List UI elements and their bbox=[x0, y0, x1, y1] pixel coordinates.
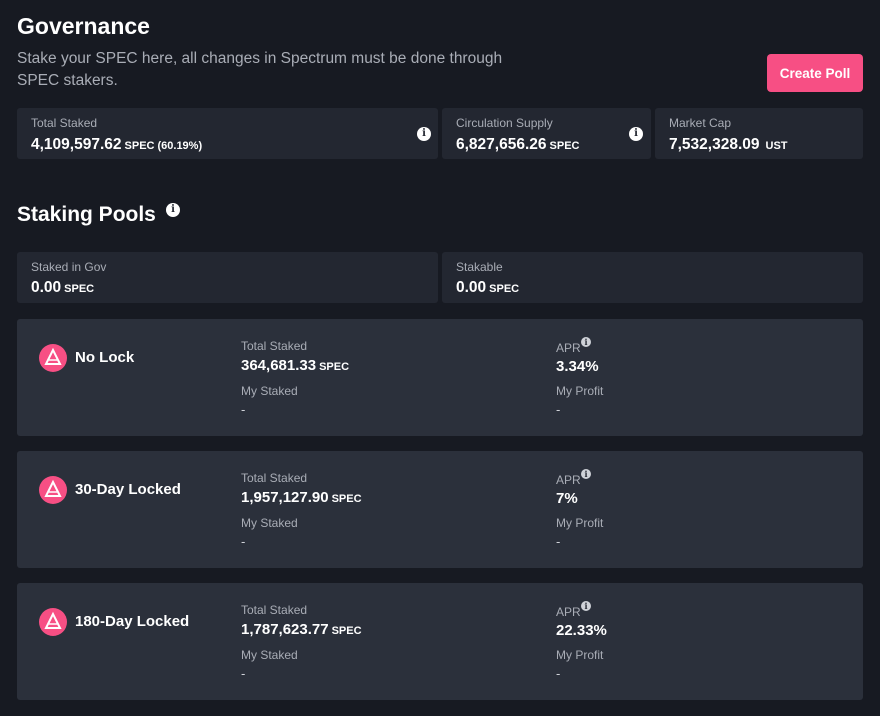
pool-my-profit-label: My Profit bbox=[556, 516, 604, 530]
pool-total-staked-label: Total Staked bbox=[241, 471, 308, 485]
pool-name: 30-Day Locked bbox=[75, 481, 181, 498]
total-staked-amount: 4,109,597.62 bbox=[31, 136, 122, 153]
pool-my-profit-value: - bbox=[556, 402, 561, 417]
page-title: Governance bbox=[17, 13, 150, 39]
spectrum-logo-icon bbox=[39, 608, 67, 636]
pool-total-staked-value: 1,787,623.77 SPEC bbox=[241, 621, 362, 638]
staked-in-gov-card: Staked in Gov 0.00 SPEC bbox=[17, 252, 438, 303]
pool-total-staked-value: 1,957,127.90 SPEC bbox=[241, 489, 362, 506]
pool-apr-label: APR bbox=[556, 341, 581, 355]
pool-total-staked-unit: SPEC bbox=[319, 361, 350, 373]
total-staked-unit: SPEC bbox=[124, 140, 155, 152]
total-staked-label: Total Staked bbox=[31, 116, 98, 130]
stakable-amount: 0.00 bbox=[456, 279, 487, 296]
info-icon[interactable]: i bbox=[417, 127, 431, 141]
pool-my-staked-value: - bbox=[241, 666, 246, 681]
pool-apr-value: 22.33% bbox=[556, 622, 607, 639]
pool-apr-value: 3.34% bbox=[556, 358, 599, 375]
info-icon[interactable]: i bbox=[581, 601, 591, 611]
info-icon[interactable]: i bbox=[581, 337, 591, 347]
pool-total-staked-amount: 364,681.33 bbox=[241, 357, 317, 374]
pool-total-staked-label: Total Staked bbox=[241, 603, 308, 617]
info-icon[interactable]: i bbox=[581, 469, 591, 479]
circulation-supply-unit: SPEC bbox=[549, 140, 580, 152]
pool-my-profit-label: My Profit bbox=[556, 648, 604, 662]
market-cap-label: Market Cap bbox=[669, 116, 732, 130]
pool-name: No Lock bbox=[75, 349, 135, 366]
circulation-supply-amount: 6,827,656.26 bbox=[456, 136, 547, 153]
pool-total-staked-amount: 1,957,127.90 bbox=[241, 489, 329, 506]
pool-my-staked-label: My Staked bbox=[241, 384, 298, 398]
staking-pools-title-text: Staking Pools bbox=[17, 203, 156, 226]
staked-in-gov-unit: SPEC bbox=[64, 283, 95, 295]
spectrum-logo-icon bbox=[39, 476, 67, 504]
market-cap-card: Market Cap 7,532,328.09 UST bbox=[655, 108, 863, 159]
circulation-supply-card: Circulation Supply 6,827,656.26 SPEC i bbox=[442, 108, 651, 159]
staked-in-gov-amount: 0.00 bbox=[31, 279, 62, 296]
pool-card-180-day[interactable]: 180-Day Locked Total Staked 1,787,623.77… bbox=[17, 583, 863, 700]
staking-pools-title: Staking Pools bbox=[17, 203, 156, 227]
staked-in-gov-label: Staked in Gov bbox=[31, 260, 107, 274]
stakable-label: Stakable bbox=[456, 260, 503, 274]
pool-my-staked-value: - bbox=[241, 534, 246, 549]
pool-total-staked-amount: 1,787,623.77 bbox=[241, 621, 329, 638]
total-staked-value: 4,109,597.62 SPEC (60.19%) bbox=[31, 136, 202, 154]
circulation-supply-value: 6,827,656.26 SPEC bbox=[456, 136, 579, 154]
market-cap-unit: UST bbox=[765, 140, 788, 152]
info-icon[interactable]: i bbox=[166, 203, 180, 217]
stakable-unit: SPEC bbox=[489, 283, 520, 295]
pool-apr-value: 7% bbox=[556, 490, 578, 507]
create-poll-button[interactable]: Create Poll bbox=[767, 54, 863, 92]
pool-total-staked-unit: SPEC bbox=[331, 625, 362, 637]
pool-my-profit-value: - bbox=[556, 534, 561, 549]
pool-apr-label: APR bbox=[556, 605, 581, 619]
circulation-supply-label: Circulation Supply bbox=[456, 116, 553, 130]
info-icon[interactable]: i bbox=[629, 127, 643, 141]
pool-card-30-day[interactable]: 30-Day Locked Total Staked 1,957,127.90 S… bbox=[17, 451, 863, 568]
pool-total-staked-label: Total Staked bbox=[241, 339, 308, 353]
total-staked-percent: (60.19%) bbox=[157, 140, 203, 152]
staked-in-gov-value: 0.00 SPEC bbox=[31, 279, 94, 297]
market-cap-value: 7,532,328.09 UST bbox=[669, 136, 788, 154]
pool-my-staked-label: My Staked bbox=[241, 648, 298, 662]
pool-my-profit-value: - bbox=[556, 666, 561, 681]
pool-total-staked-value: 364,681.33 SPEC bbox=[241, 357, 349, 374]
market-cap-amount: 7,532,328.09 bbox=[669, 136, 760, 153]
page-subtitle: Stake your SPEC here, all changes in Spe… bbox=[17, 50, 503, 89]
stakable-value: 0.00 SPEC bbox=[456, 279, 519, 297]
spectrum-logo-icon bbox=[39, 344, 67, 372]
pool-my-profit-label: My Profit bbox=[556, 384, 604, 398]
pool-my-staked-value: - bbox=[241, 402, 246, 417]
pool-card-no-lock[interactable]: No Lock Total Staked 364,681.33 SPEC My S… bbox=[17, 319, 863, 436]
pool-my-staked-label: My Staked bbox=[241, 516, 298, 530]
pool-name: 180-Day Locked bbox=[75, 613, 190, 630]
pool-total-staked-unit: SPEC bbox=[331, 493, 362, 505]
total-staked-card: Total Staked 4,109,597.62 SPEC (60.19%) i bbox=[17, 108, 438, 159]
pool-apr-label: APR bbox=[556, 473, 581, 487]
stakable-card: Stakable 0.00 SPEC bbox=[442, 252, 863, 303]
